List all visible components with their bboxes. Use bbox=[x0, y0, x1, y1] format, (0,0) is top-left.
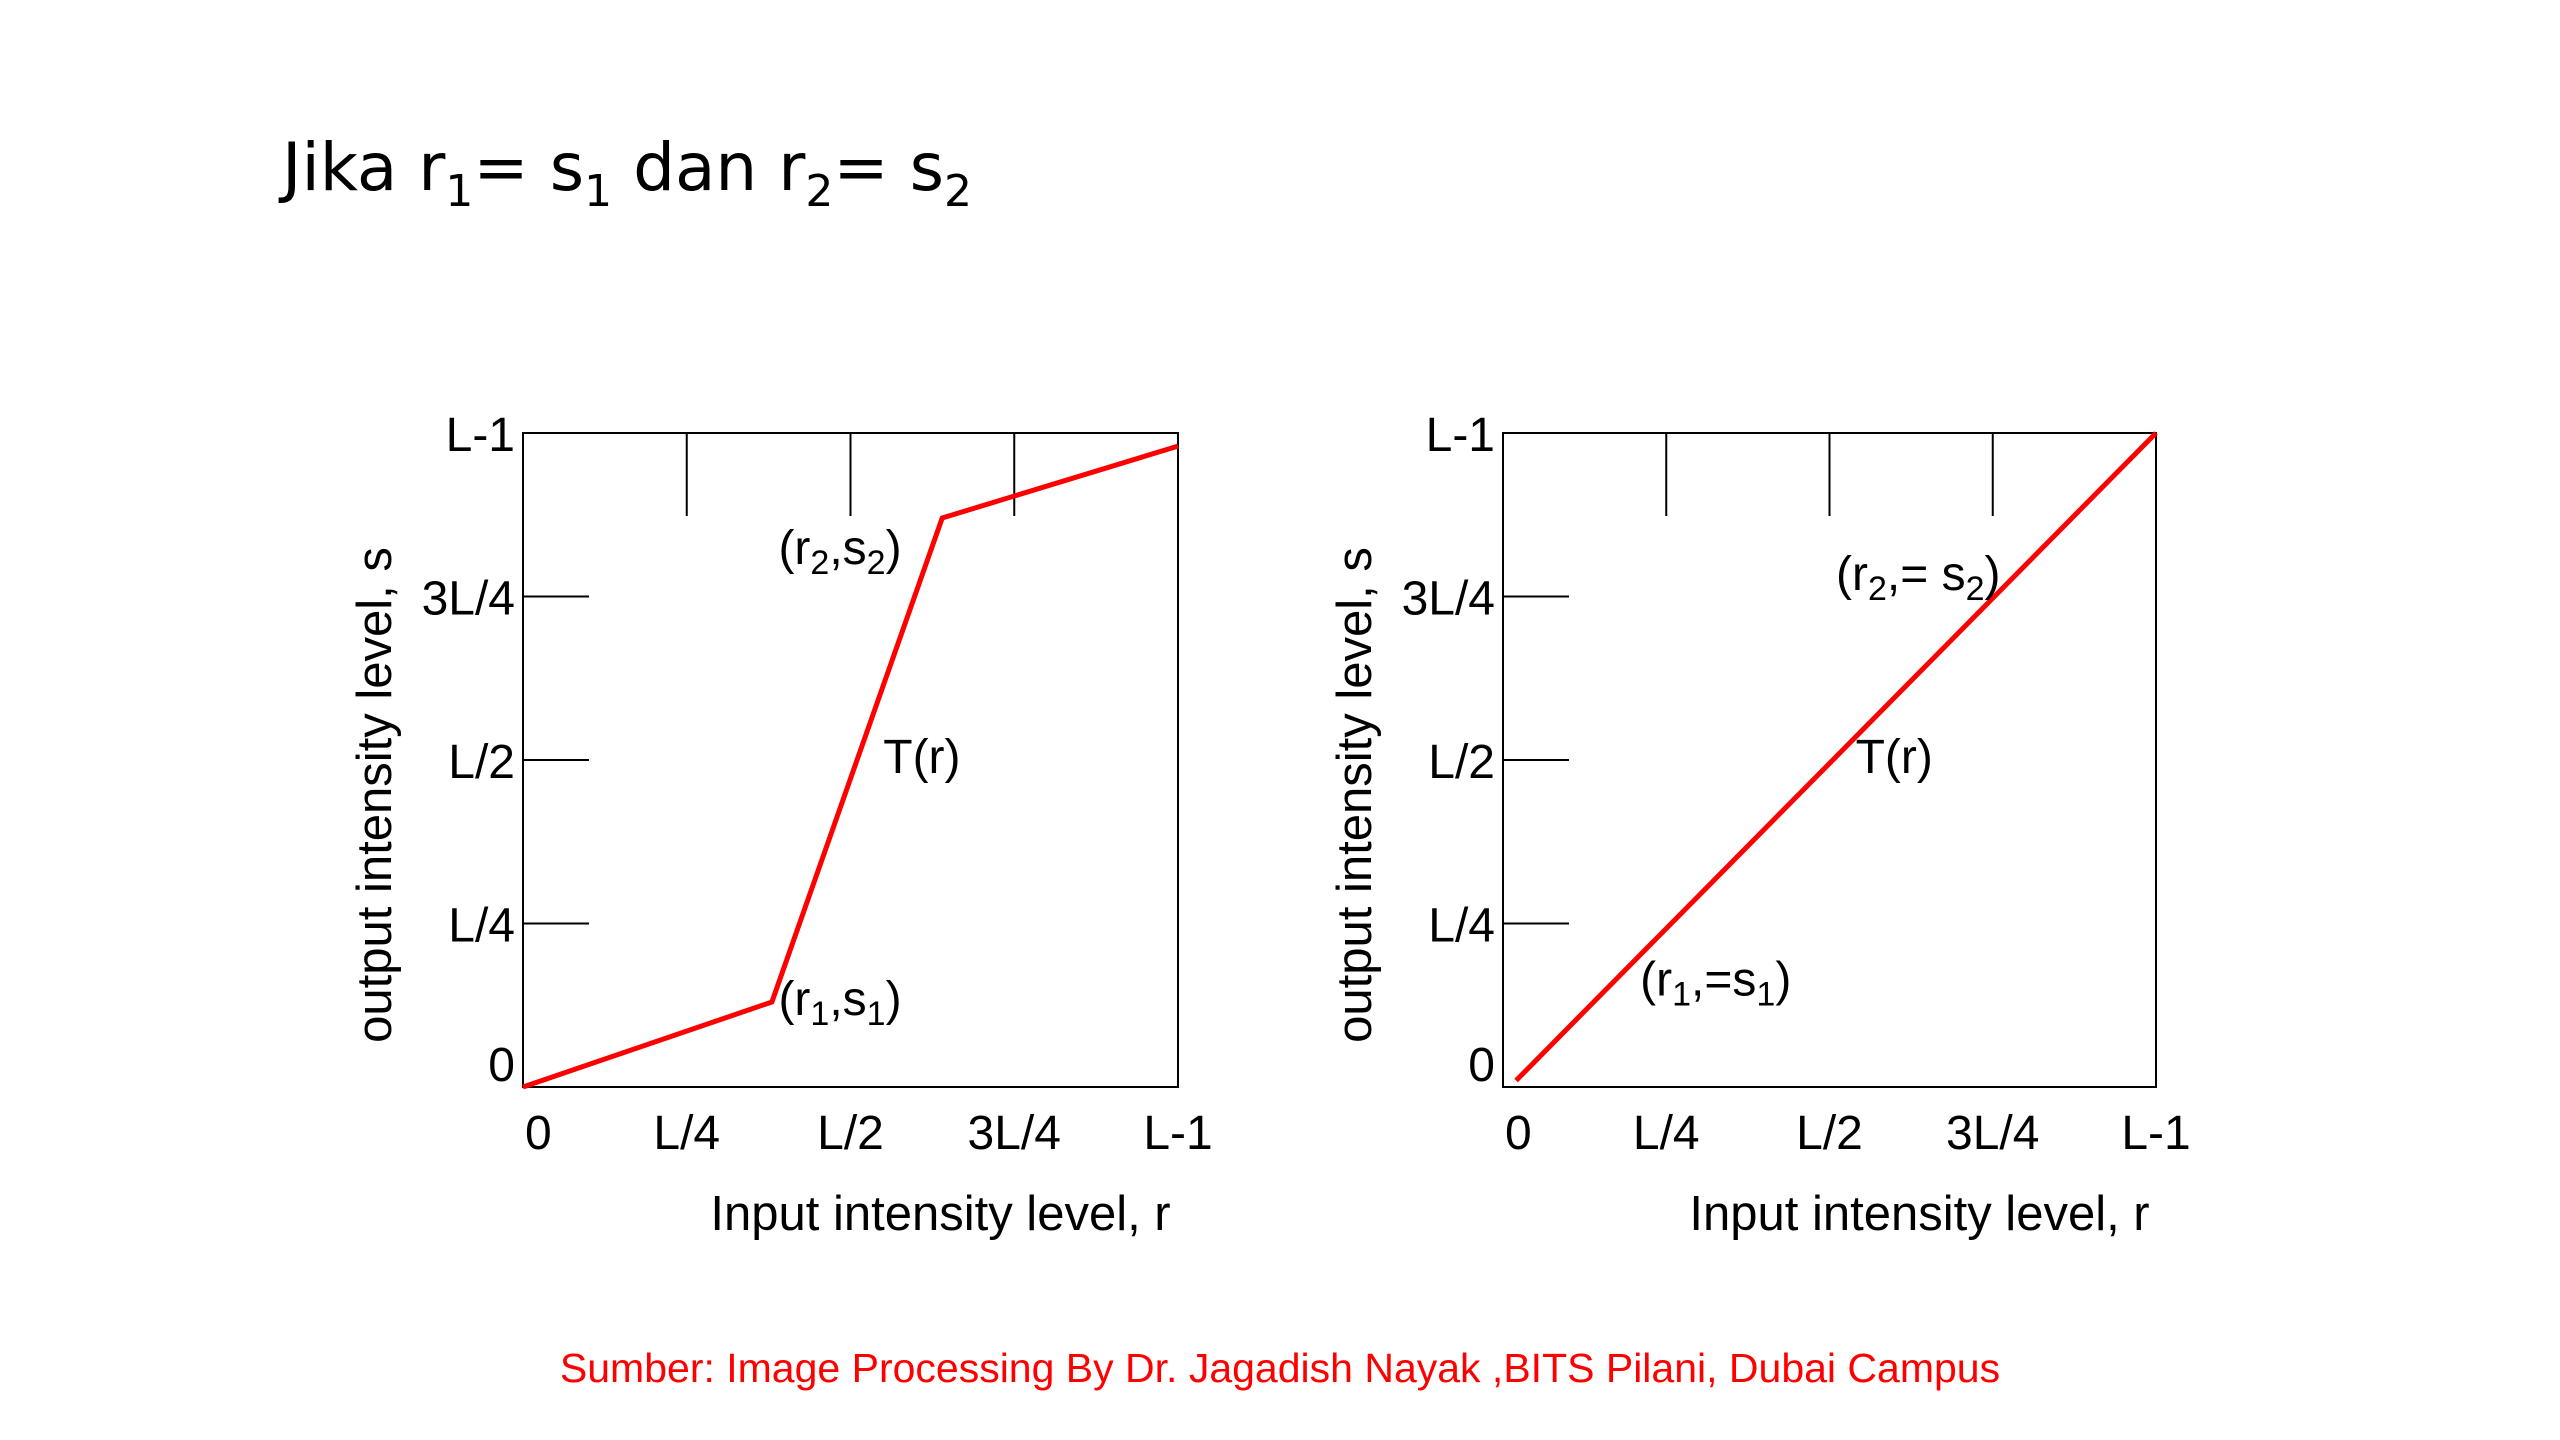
curve-annotation: (r2,s2) bbox=[778, 522, 901, 582]
heading-text: = s bbox=[833, 129, 945, 206]
y-tick-label: 3L/4 bbox=[422, 573, 515, 626]
curve-annotation: (r1,s1) bbox=[778, 973, 901, 1033]
y-axis-label: output intensity level, s bbox=[348, 547, 402, 1043]
x-tick-label: 0 bbox=[525, 1107, 552, 1160]
curve-annotation: (r2,= s2) bbox=[1836, 548, 2001, 608]
y-tick-label: 0 bbox=[1468, 1039, 1495, 1092]
y-tick-label: L-1 bbox=[1426, 409, 1495, 462]
x-tick-label: L-1 bbox=[2121, 1107, 2190, 1160]
heading-subscript: 1 bbox=[445, 166, 474, 217]
x-tick-label: L-1 bbox=[1143, 1107, 1212, 1160]
y-tick-label: L/4 bbox=[448, 900, 515, 953]
y-tick-label: 0 bbox=[488, 1039, 515, 1092]
heading-subscript: 2 bbox=[944, 166, 973, 217]
x-axis-label: Input intensity level, r bbox=[710, 1187, 1170, 1241]
curve-annotation: T(r) bbox=[883, 731, 960, 784]
x-tick-label: 3L/4 bbox=[968, 1107, 1061, 1160]
x-tick-label: 3L/4 bbox=[1946, 1107, 2039, 1160]
transform-curve bbox=[1514, 431, 2158, 1083]
heading-text: dan r bbox=[612, 129, 806, 206]
source-caption: Sumber: Image Processing By Dr. Jagadish… bbox=[559, 1345, 2001, 1391]
y-tick-label: L/2 bbox=[448, 736, 515, 789]
heading-text: Jika r bbox=[282, 129, 446, 206]
transform-curve bbox=[522, 443, 1179, 1090]
slide-heading: Jika r1= s1 dan r2= s2 bbox=[282, 135, 972, 214]
x-tick-label: L/2 bbox=[1796, 1107, 1863, 1160]
y-tick-label: L/2 bbox=[1428, 736, 1495, 789]
y-axis-label: output intensity level, s bbox=[1328, 547, 1382, 1043]
y-tick-label: 3L/4 bbox=[1402, 573, 1495, 626]
y-tick-label: L-1 bbox=[446, 409, 515, 462]
x-tick-label: L/4 bbox=[653, 1107, 720, 1160]
heading-text: = s bbox=[473, 129, 585, 206]
curve-annotation: T(r) bbox=[1856, 731, 1933, 784]
y-tick-label: L/4 bbox=[1428, 900, 1495, 953]
heading-subscript: 2 bbox=[805, 166, 834, 217]
curve-annotation: (r1,=s1) bbox=[1640, 953, 1791, 1013]
x-tick-label: L/2 bbox=[817, 1107, 884, 1160]
x-tick-label: 0 bbox=[1505, 1107, 1532, 1160]
heading-subscript: 1 bbox=[584, 166, 613, 217]
x-axis-label: Input intensity level, r bbox=[1689, 1187, 2149, 1241]
x-tick-label: L/4 bbox=[1633, 1107, 1700, 1160]
